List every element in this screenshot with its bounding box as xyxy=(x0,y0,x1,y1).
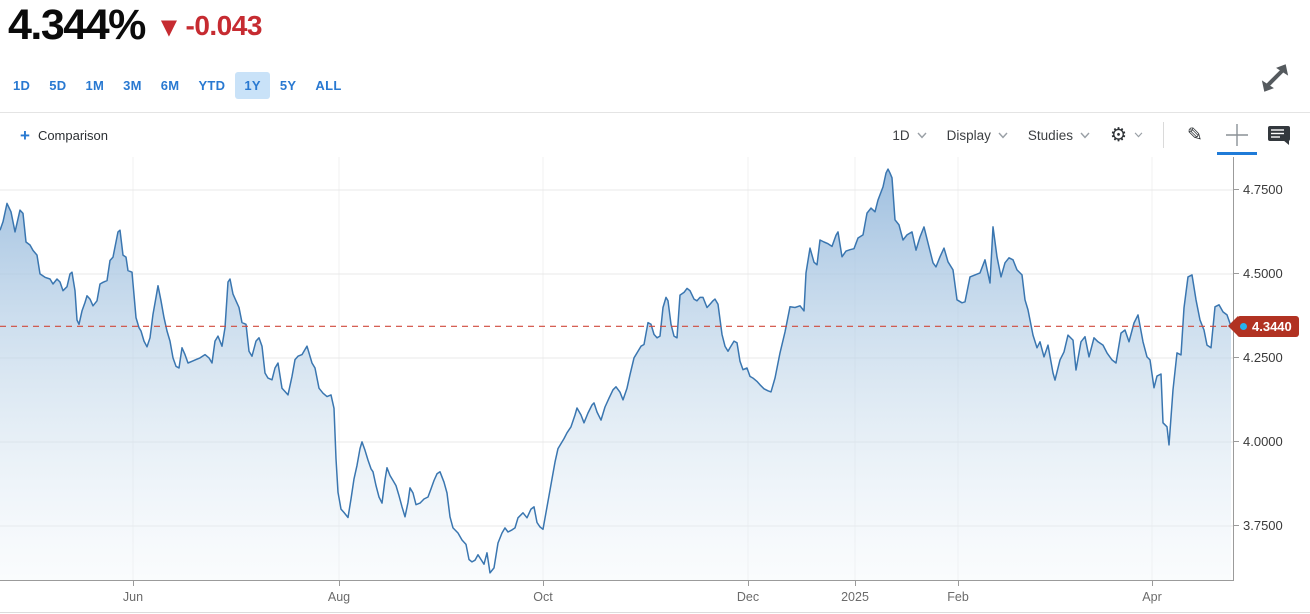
x-axis-label: Feb xyxy=(947,590,969,604)
x-axis-label: Jun xyxy=(122,590,144,604)
chevron-down-icon xyxy=(1080,132,1090,138)
price-header: 4.344% ▼ -0.043 xyxy=(8,1,262,50)
last-price-tag: 4.3440 xyxy=(1228,315,1299,337)
change-value: -0.043 xyxy=(185,9,263,41)
down-triangle-icon: ▼ xyxy=(160,14,177,39)
studies-dropdown[interactable]: Studies xyxy=(1018,122,1100,149)
price-dot-icon xyxy=(1240,322,1247,330)
y-axis-tick xyxy=(1234,357,1239,359)
x-axis-tick xyxy=(958,581,959,586)
x-axis-tick xyxy=(133,581,134,586)
range-tab-1y[interactable]: 1Y xyxy=(235,72,270,99)
range-tab-ytd[interactable]: YTD xyxy=(189,72,234,99)
expand-chart-button[interactable] xyxy=(1256,60,1294,98)
series-area xyxy=(0,169,1231,580)
y-axis-label: 3.7500 xyxy=(1243,517,1283,533)
x-axis-tick xyxy=(748,581,749,586)
plus-icon: + xyxy=(20,125,30,145)
gear-icon: ⚙ xyxy=(1109,123,1127,146)
x-axis: Jun Aug Oct Dec 2025 Feb Apr xyxy=(0,580,1234,614)
range-tab-1m[interactable]: 1M xyxy=(76,72,113,99)
interval-dropdown[interactable]: 1D xyxy=(882,122,936,149)
y-axis-label: 4.7500 xyxy=(1243,181,1283,197)
price-change: ▼ -0.043 xyxy=(160,9,263,42)
y-axis-tick xyxy=(1234,525,1239,527)
x-axis-label: Apr xyxy=(1142,590,1162,604)
y-axis-tick xyxy=(1234,189,1239,191)
y-axis-tick xyxy=(1234,441,1239,443)
x-axis-label: Aug xyxy=(327,590,351,604)
area-chart-svg xyxy=(0,157,1233,580)
last-price-label: 4.3440 xyxy=(1252,318,1292,334)
display-dropdown[interactable]: Display xyxy=(937,122,1018,149)
comparison-label: Comparison xyxy=(37,127,109,143)
x-axis-label: 2025 xyxy=(841,590,869,604)
chevron-down-icon xyxy=(917,132,927,138)
add-comparison-button[interactable]: + Comparison xyxy=(14,126,114,145)
x-axis-tick xyxy=(543,581,544,586)
chevron-down-icon xyxy=(998,132,1008,138)
annotation-icon xyxy=(1268,126,1290,145)
range-tab-bar: 1D 5D 1M 3M 6M YTD 1Y 5Y ALL xyxy=(4,72,351,99)
x-axis-label: Oct xyxy=(533,590,553,604)
y-axis-label: 4.0000 xyxy=(1243,433,1283,449)
pencil-icon: ✎ xyxy=(1187,123,1203,146)
y-axis-label: 4.5000 xyxy=(1243,265,1283,281)
y-axis-label: 4.2500 xyxy=(1243,349,1283,365)
x-axis-tick xyxy=(855,581,856,586)
series-line xyxy=(0,168,1232,574)
toolbar-divider xyxy=(1163,122,1164,148)
x-axis-tick xyxy=(339,581,340,586)
crosshair-tool-button[interactable] xyxy=(1216,114,1258,156)
range-tab-all[interactable]: ALL xyxy=(306,72,350,99)
y-axis: 4.7500 4.5000 4.2500 4.0000 3.7500 xyxy=(1233,157,1310,581)
chevron-down-icon xyxy=(1134,132,1143,138)
chart-toolbar: + Comparison 1D Display Studies ⚙ ✎ xyxy=(0,112,1310,157)
range-tab-6m[interactable]: 6M xyxy=(152,72,189,99)
toolbar-right-group: 1D Display Studies ⚙ ✎ xyxy=(882,114,1300,156)
y-axis-tick xyxy=(1234,273,1239,275)
active-tool-indicator xyxy=(1217,152,1257,155)
crosshair-icon xyxy=(1226,124,1248,146)
expand-icon xyxy=(1261,63,1289,92)
range-tab-5d[interactable]: 5D xyxy=(40,72,75,99)
chart-plot-area[interactable] xyxy=(0,157,1233,580)
current-price: 4.344% xyxy=(8,1,146,49)
range-tab-5y[interactable]: 5Y xyxy=(271,72,306,99)
annotation-tool-button[interactable] xyxy=(1258,114,1300,156)
x-axis-tick xyxy=(1152,581,1153,586)
settings-dropdown[interactable]: ⚙ xyxy=(1100,120,1153,151)
draw-tool-button[interactable]: ✎ xyxy=(1174,114,1216,156)
x-axis-label: Dec xyxy=(736,590,760,604)
range-tab-1d[interactable]: 1D xyxy=(4,72,39,99)
range-tab-3m[interactable]: 3M xyxy=(114,72,151,99)
